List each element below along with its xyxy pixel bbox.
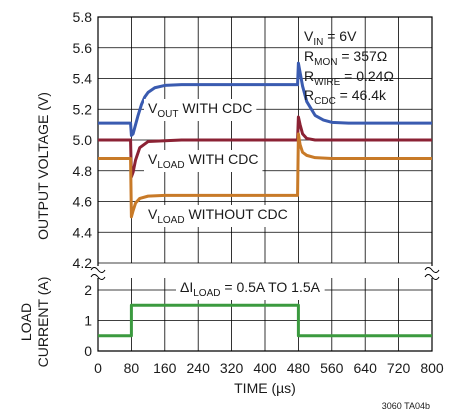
series-line-vload-without-cdc <box>98 132 432 219</box>
plot-frame <box>97 16 433 352</box>
y-tick-label-voltage: 5.4 <box>73 71 93 87</box>
annotation-delta-iload: ΔILOAD = 0.5A TO 1.5A <box>176 278 325 300</box>
y-tick-label-voltage: 4.4 <box>73 224 93 240</box>
x-tick-label: 640 <box>354 360 378 376</box>
annotation-subscript: OUT <box>157 109 178 120</box>
annotation-text: RWIRE = 0.24Ω <box>304 68 394 88</box>
annotation-tail: = 6V <box>323 28 357 44</box>
annotation-tail: = 46.4k <box>336 87 387 103</box>
current-series <box>98 303 432 338</box>
x-tick-label: 240 <box>187 360 211 376</box>
annotation-text: ΔILOAD = 0.5A TO 1.5A <box>180 279 321 299</box>
annotation-vload-nocdc-label: VLOAD WITHOUT CDC <box>144 205 292 227</box>
y-tick-label-voltage: 4.2 <box>73 255 93 271</box>
annotation-tail: WITH CDC <box>185 151 259 167</box>
annotation-text: VIN = 6V <box>304 28 357 48</box>
annotation-subscript: CDC <box>314 96 336 107</box>
annotation-main: R <box>304 48 314 64</box>
x-tick-label: 800 <box>420 360 444 376</box>
annotation-text: VLOAD WITH CDC <box>148 151 258 171</box>
annotation-main: V <box>148 100 158 116</box>
annotation-tail: WITHOUT CDC <box>185 206 288 222</box>
series-line-vload-with-cdc <box>98 115 432 179</box>
axis-break-mark-right <box>424 267 440 273</box>
annotation-vout-label: VOUT WITH CDC <box>144 99 257 121</box>
y-tick-label-current: 1 <box>84 313 92 329</box>
y-tick-label-voltage: 5.2 <box>73 101 93 117</box>
y-tick-label-current: 0 <box>84 343 92 359</box>
annotation-tail: = 357Ω <box>337 48 387 64</box>
y-axis-title-voltage: OUTPUT VOLTAGE (V) <box>35 92 51 240</box>
x-tick-label: 0 <box>94 360 102 376</box>
axis-break-marks <box>88 266 442 280</box>
annotation-subscript: LOAD <box>157 215 184 226</box>
figure-id: 3060 TA04b <box>382 401 430 411</box>
annotation-subscript: IN <box>313 37 323 48</box>
y-tick-label-voltage: 4.6 <box>73 194 93 210</box>
y-tick-label-voltage: 5.6 <box>73 40 93 56</box>
frame-lower <box>97 270 433 352</box>
annotation-main: V <box>148 206 158 222</box>
annotation-subscript: LOAD <box>157 160 184 171</box>
axis-break-mark-right <box>424 274 440 280</box>
annotation-vin: VIN = 6V <box>304 28 357 48</box>
voltage-series <box>98 61 432 219</box>
annotation-rcdc: RCDC = 46.4k <box>304 87 387 107</box>
annotation-tail: = 0.5A TO 1.5A <box>220 279 320 295</box>
annotation-text: VLOAD WITHOUT CDC <box>148 206 288 226</box>
annotation-text: VOUT WITH CDC <box>148 100 252 120</box>
annotation-main: ΔI <box>180 279 193 295</box>
annotation-main: V <box>148 151 158 167</box>
frame-upper <box>97 16 433 275</box>
annotation-background <box>176 278 325 300</box>
series-line-delta-iload <box>98 303 432 338</box>
x-tick-label: 560 <box>320 360 344 376</box>
y-tick-label-voltage: 5.8 <box>73 9 93 25</box>
y-axis-title-current-line-1: LOAD <box>18 303 34 341</box>
annotation-rwire: RWIRE = 0.24Ω <box>304 68 394 88</box>
x-tick-label: 320 <box>220 360 244 376</box>
y-tick-label-current: 2 <box>84 282 92 298</box>
series-line-vout-with-cdc <box>98 61 432 137</box>
annotation-text: RCDC = 46.4k <box>304 87 387 107</box>
annotation-background <box>144 150 263 172</box>
annotation-subscript: LOAD <box>193 288 220 299</box>
annotation-main: V <box>304 28 314 44</box>
y-tick-label-voltage: 5.0 <box>73 132 93 148</box>
annotation-tail: = 0.24Ω <box>340 68 394 84</box>
annotation-tail: WITH CDC <box>178 100 252 116</box>
y-axis-title-current-line-2: CURRENT (A) <box>35 277 51 368</box>
annotation-main: R <box>304 68 314 84</box>
annotation-rmon: RMON = 357Ω <box>304 48 387 68</box>
axis-break-mark-left <box>90 267 106 273</box>
x-tick-label: 160 <box>153 360 177 376</box>
x-axis-title: TIME (µs) <box>234 380 296 396</box>
x-tick-label: 720 <box>387 360 411 376</box>
annotation-main: R <box>304 87 314 103</box>
annotation-text: RMON = 357Ω <box>304 48 387 68</box>
annotation-subscript: WIRE <box>314 77 340 88</box>
annotation-background <box>144 205 292 227</box>
annotation-subscript: MON <box>314 57 337 68</box>
x-tick-label: 400 <box>253 360 277 376</box>
x-tick-label: 80 <box>124 360 140 376</box>
axis-break-mark-left <box>90 274 106 280</box>
y-tick-label-voltage: 4.8 <box>73 163 93 179</box>
annotation-background <box>144 99 257 121</box>
tick-labels: 4.2 4.4 4.6 4.8 5.0 5.2 5.4 5.6 5.8 0 1 2 0 80 160 240 3… <box>73 9 444 376</box>
annotation-vload-cdc-label: VLOAD WITH CDC <box>144 150 263 172</box>
x-tick-label: 480 <box>287 360 311 376</box>
